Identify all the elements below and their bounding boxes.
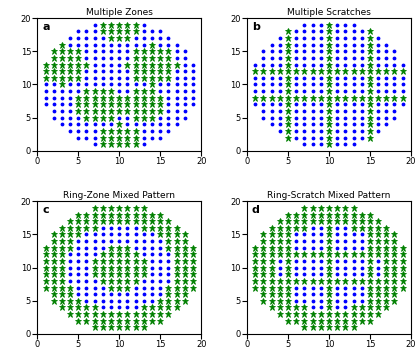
Text: b: b [252, 22, 260, 32]
Text: d: d [252, 205, 260, 215]
Text: c: c [42, 205, 49, 215]
Text: a: a [42, 22, 50, 32]
Title: Multiple Zones: Multiple Zones [86, 8, 153, 17]
Title: Multiple Scratches: Multiple Scratches [287, 8, 371, 17]
Title: Ring-Zone Mixed Pattern: Ring-Zone Mixed Pattern [63, 192, 175, 200]
Title: Ring-Scratch Mixed Pattern: Ring-Scratch Mixed Pattern [267, 192, 391, 200]
